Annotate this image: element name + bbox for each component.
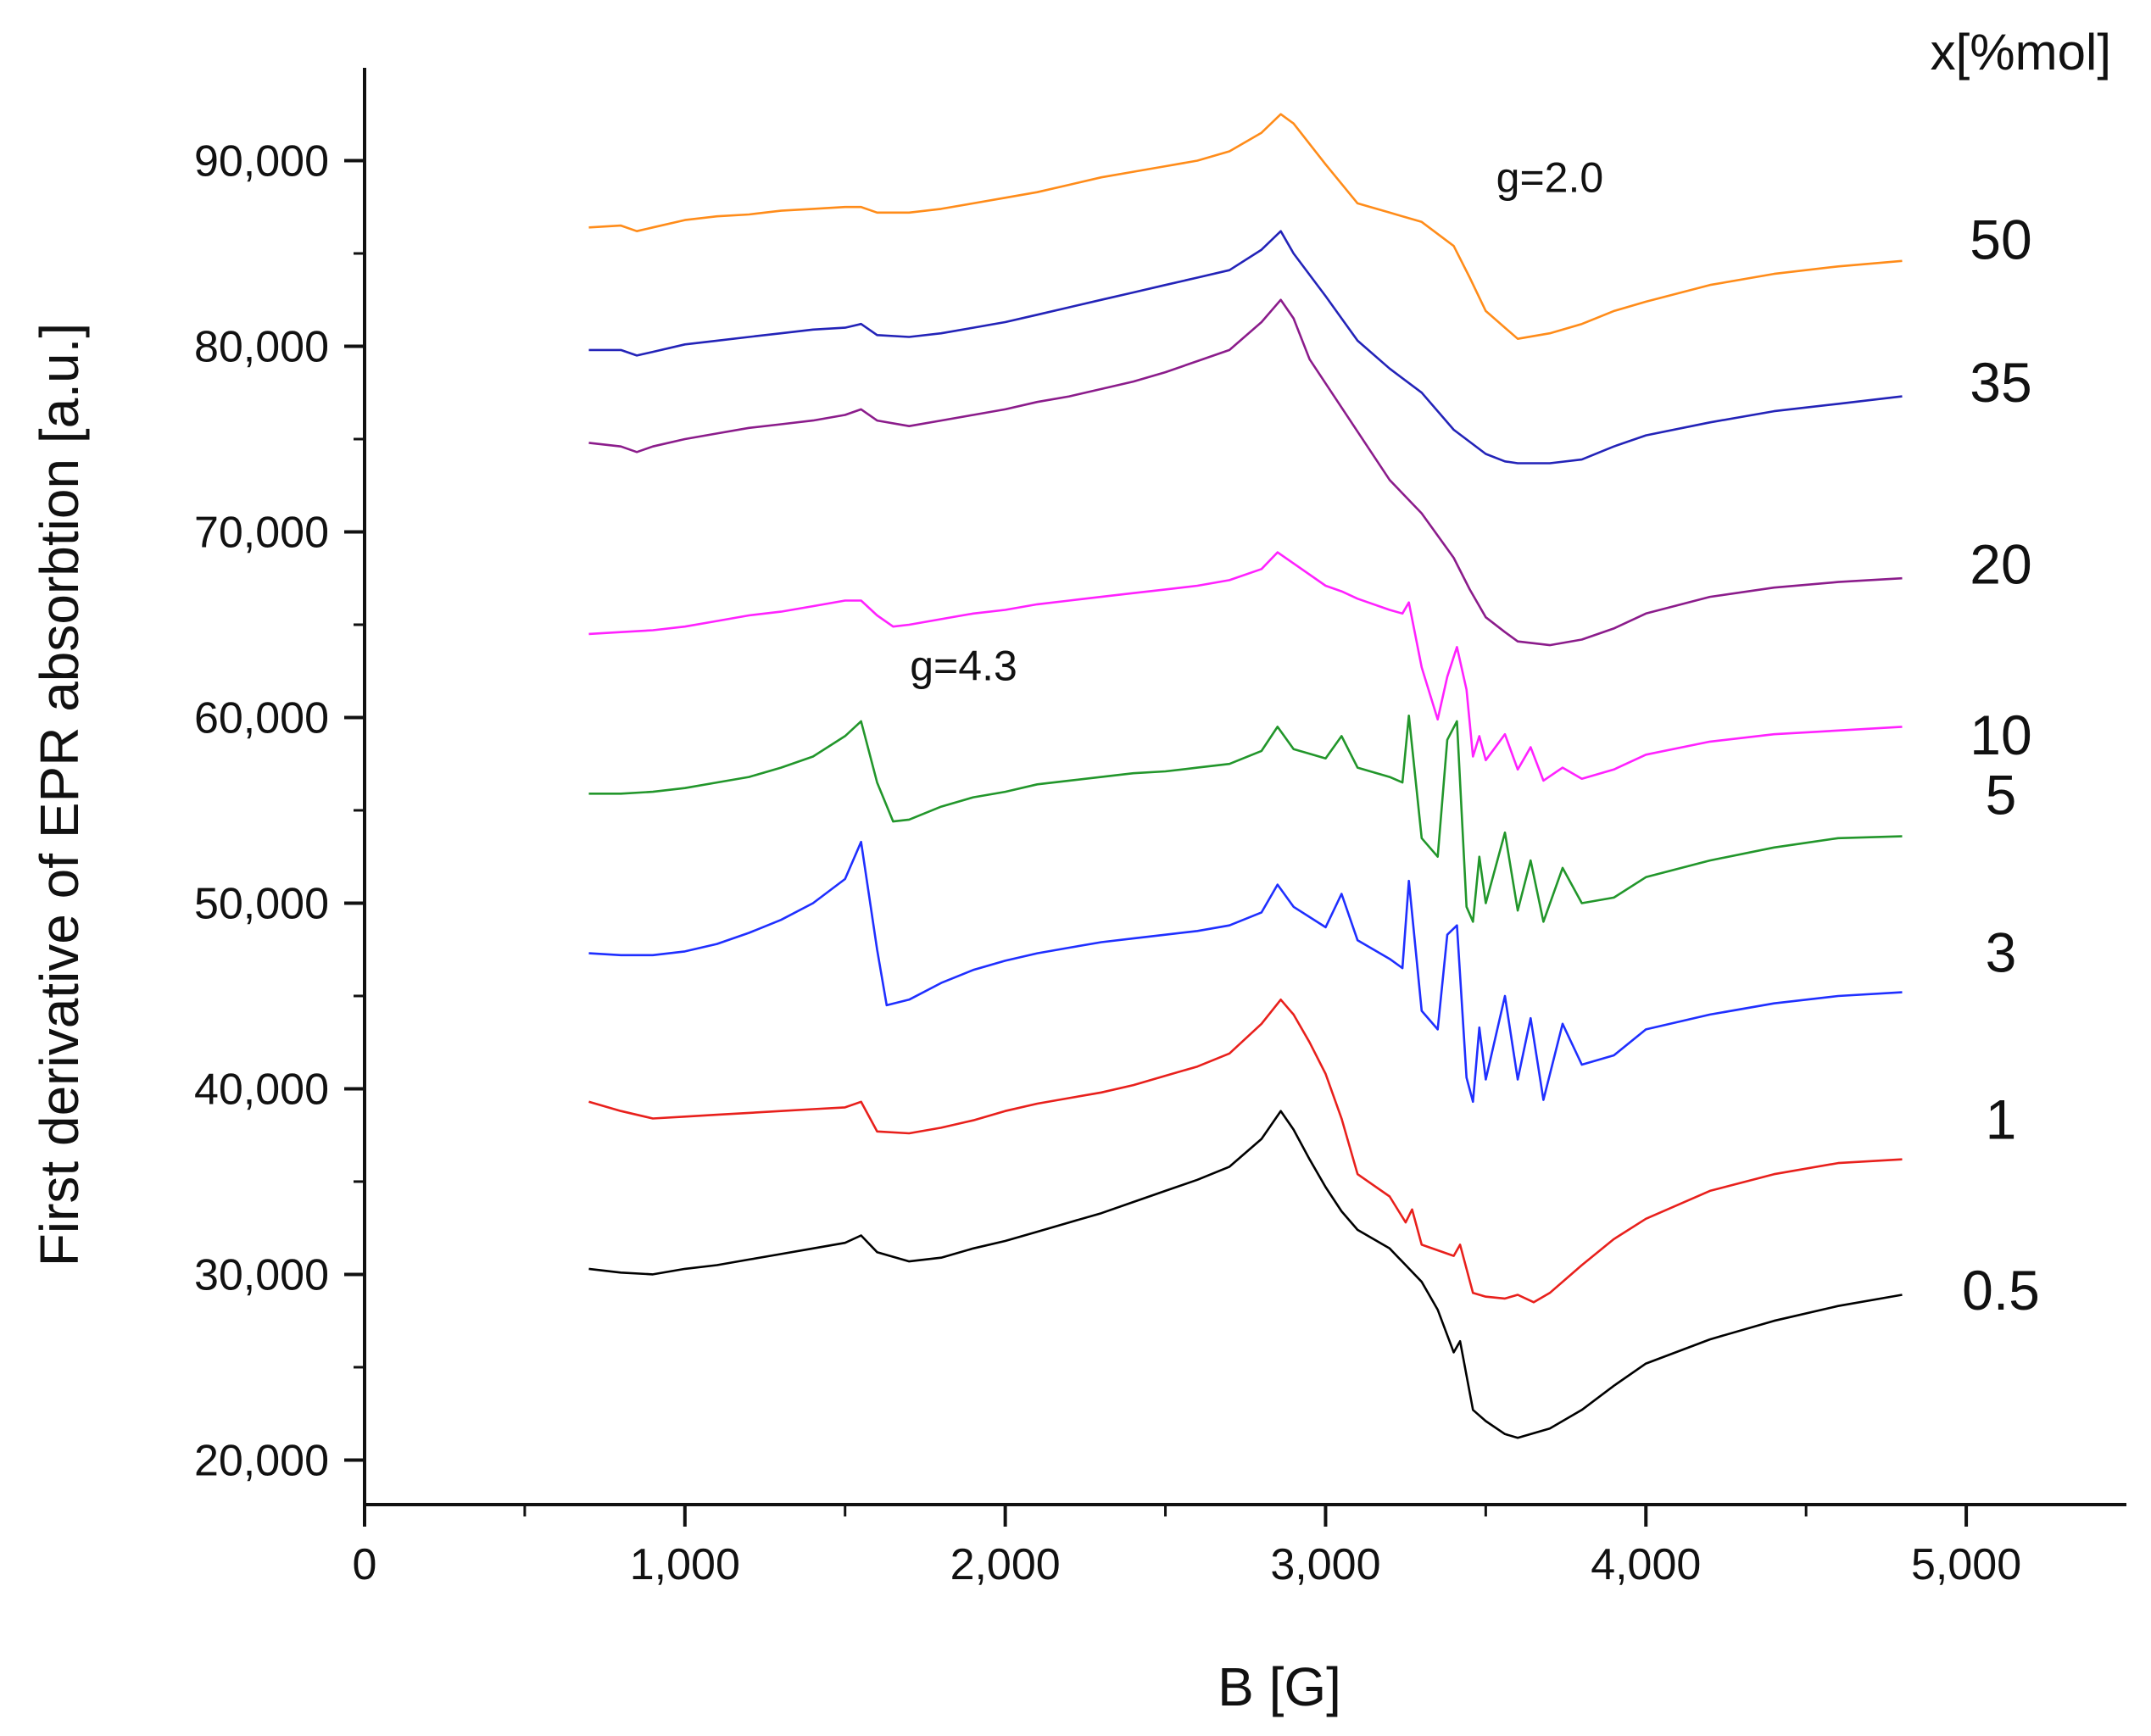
- y-axis-title: First derivative of EPR absorbtion [a.u.…: [29, 323, 90, 1266]
- x-tick-label: 2,000: [950, 1540, 1061, 1589]
- x-tick-label: 3,000: [1270, 1540, 1380, 1589]
- annotation-g-2-0: g=2.0: [1496, 154, 1604, 202]
- y-tick-label: 20,000: [194, 1436, 329, 1485]
- series-line-35: [588, 230, 1903, 465]
- series-line-10: [588, 551, 1903, 782]
- x-axis-title: B [G]: [1218, 1656, 1341, 1717]
- y-tick-label: 90,000: [194, 136, 329, 186]
- text-layer: B [G] First derivative of EPR absorbtion …: [29, 24, 2111, 1717]
- legend-title: x[%mol]: [1931, 24, 2111, 81]
- series-line-50: [588, 113, 1903, 340]
- x-tick-label: 5,000: [1911, 1540, 2021, 1589]
- y-tick-label: 70,000: [194, 508, 329, 557]
- x-tick-label: 4,000: [1591, 1540, 1701, 1589]
- y-tick-label: 60,000: [194, 693, 329, 743]
- y-tick-label: 40,000: [194, 1065, 329, 1114]
- annotation-g-4-3: g=4.3: [910, 643, 1017, 690]
- series-label-35: 35: [1970, 351, 2031, 414]
- series-label-1: 1: [1986, 1088, 2017, 1150]
- x-tick-label: 1,000: [630, 1540, 740, 1589]
- series-line-1: [588, 999, 1903, 1304]
- series-line-3: [588, 840, 1903, 1104]
- series-label-20: 20: [1970, 533, 2031, 596]
- axes-layer: 0 1,000 2,000 3,000 4,000 5,000 20,000 30,000 40…: [194, 68, 2126, 1589]
- series-layer: [588, 113, 1903, 1439]
- series-label-3: 3: [1986, 921, 2017, 983]
- y-tick-label: 50,000: [194, 879, 329, 928]
- series-label-5: 5: [1986, 763, 2017, 826]
- series-label-50: 50: [1970, 208, 2031, 270]
- y-tick-label: 80,000: [194, 322, 329, 371]
- series-label-0-5: 0.5: [1962, 1259, 2040, 1321]
- y-tick-label: 30,000: [194, 1250, 329, 1299]
- series-label-10: 10: [1970, 704, 2031, 766]
- series-line-0-5: [588, 1110, 1903, 1439]
- x-tick-label: 0: [353, 1540, 377, 1589]
- series-line-5: [588, 715, 1903, 923]
- series-line-20: [588, 298, 1903, 647]
